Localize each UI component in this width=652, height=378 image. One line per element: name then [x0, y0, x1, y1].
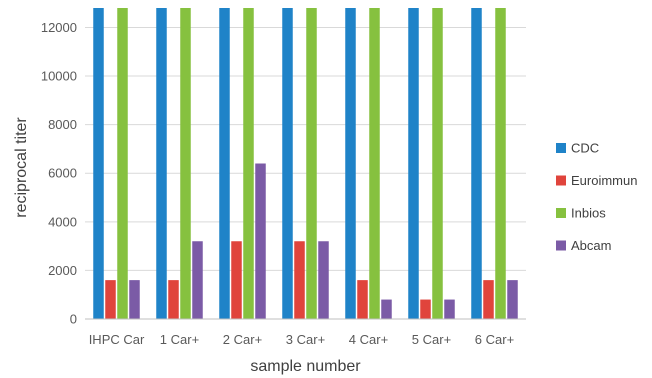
bar-euroimmun-3-car [294, 241, 305, 319]
bar-cdc-ihpc-car [93, 8, 104, 319]
y-tick-label: 8000 [48, 117, 77, 132]
bar-cdc-6-car [471, 8, 482, 319]
bar-inbios-6-car [495, 8, 506, 319]
bar-inbios-4-car [369, 8, 380, 319]
y-tick-label: 2000 [48, 263, 77, 278]
legend-label-cdc: CDC [571, 141, 599, 156]
bar-euroimmun-5-car [420, 299, 431, 319]
bar-euroimmun-6-car [483, 280, 494, 319]
bar-inbios-2-car [243, 8, 254, 319]
y-tick-label: 0 [70, 312, 77, 327]
x-tick-label: 2 Car+ [223, 332, 262, 347]
legend-swatch-cdc [556, 143, 566, 153]
y-tick-label: 10000 [41, 69, 77, 84]
x-tick-label: 5 Car+ [412, 332, 451, 347]
bar-abcam-ihpc-car [129, 280, 140, 319]
bar-cdc-5-car [408, 8, 419, 319]
y-tick-label: 12000 [41, 20, 77, 35]
bar-cdc-4-car [345, 8, 356, 319]
bar-abcam-6-car [507, 280, 518, 319]
bar-inbios-3-car [306, 8, 317, 319]
bar-inbios-ihpc-car [117, 8, 128, 319]
y-axis-title: reciprocal titer [13, 117, 30, 218]
y-tick-label: 6000 [48, 166, 77, 181]
gridlines [85, 26, 526, 271]
legend-label-abcam: Abcam [571, 238, 611, 253]
x-axis-title: sample number [250, 358, 361, 375]
x-tick-label: IHPC Car [89, 332, 145, 347]
bar-euroimmun-ihpc-car [105, 280, 116, 319]
x-tick-label: 4 Car+ [349, 332, 388, 347]
bar-cdc-3-car [282, 8, 293, 319]
bar-abcam-4-car [381, 299, 392, 319]
bar-abcam-1-car [192, 241, 203, 319]
legend-swatch-inbios [556, 208, 566, 218]
bar-abcam-5-car [444, 299, 455, 319]
bars [93, 8, 518, 319]
bar-cdc-2-car [219, 8, 230, 319]
bar-abcam-2-car [255, 163, 266, 319]
legend-label-inbios: Inbios [571, 206, 606, 221]
bar-euroimmun-1-car [168, 280, 179, 319]
legend-swatch-abcam [556, 240, 566, 251]
bar-abcam-3-car [318, 241, 329, 319]
legend-swatch-euroimmun [556, 175, 566, 186]
bar-cdc-1-car [156, 8, 167, 319]
bar-euroimmun-2-car [231, 241, 242, 319]
x-axis-ticks: IHPC Car 1 Car+ 2 Car+ 3 Car+ 4 Car+ 5 Car+ 6 … [89, 332, 515, 347]
x-tick-label: 6 Car+ [475, 332, 514, 347]
y-axis-ticks: 0 2000 4000 6000 8000 10000 12000 [41, 20, 77, 327]
x-tick-label: 3 Car+ [286, 332, 325, 347]
bar-euroimmun-4-car [357, 280, 368, 319]
x-tick-label: 1 Car+ [160, 332, 199, 347]
y-tick-label: 4000 [48, 214, 77, 229]
bar-inbios-5-car [432, 8, 443, 319]
legend: CDC Euroimmun Inbios Abcam [556, 141, 637, 253]
legend-label-euroimmun: Euroimmun [571, 173, 637, 188]
bar-inbios-1-car [180, 8, 191, 319]
